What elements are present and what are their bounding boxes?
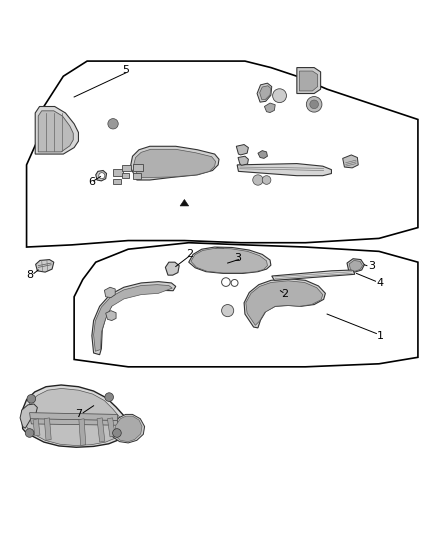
Circle shape: [272, 89, 286, 103]
Polygon shape: [106, 311, 116, 320]
Bar: [122, 173, 129, 178]
Polygon shape: [30, 413, 118, 421]
Circle shape: [231, 279, 238, 286]
Circle shape: [25, 429, 34, 437]
Polygon shape: [33, 419, 40, 436]
Text: 4: 4: [376, 278, 383, 288]
Polygon shape: [22, 385, 128, 447]
Polygon shape: [44, 418, 51, 440]
Bar: [122, 165, 131, 172]
Polygon shape: [35, 260, 54, 272]
Polygon shape: [79, 419, 86, 446]
Circle shape: [27, 394, 35, 403]
Bar: [133, 173, 141, 179]
Polygon shape: [272, 270, 355, 280]
Text: 2: 2: [186, 249, 193, 260]
Polygon shape: [38, 111, 73, 152]
Polygon shape: [212, 247, 226, 260]
Polygon shape: [246, 281, 323, 325]
Circle shape: [262, 176, 271, 184]
Polygon shape: [134, 149, 215, 177]
Text: 2: 2: [281, 289, 288, 299]
Polygon shape: [297, 68, 321, 93]
Polygon shape: [114, 416, 142, 442]
Polygon shape: [35, 107, 78, 154]
Polygon shape: [94, 285, 172, 351]
Polygon shape: [244, 279, 325, 328]
Polygon shape: [349, 261, 363, 271]
Bar: [133, 165, 143, 172]
Polygon shape: [104, 287, 115, 297]
Polygon shape: [237, 164, 332, 176]
Circle shape: [253, 175, 263, 185]
Polygon shape: [166, 262, 179, 275]
Polygon shape: [74, 243, 418, 367]
Text: 1: 1: [377, 330, 384, 341]
Polygon shape: [131, 146, 219, 180]
Text: 3: 3: [368, 261, 375, 271]
Polygon shape: [300, 71, 318, 91]
Bar: [113, 169, 123, 176]
Circle shape: [310, 100, 318, 109]
Text: 8: 8: [26, 270, 33, 280]
Polygon shape: [257, 83, 272, 102]
Polygon shape: [343, 155, 358, 168]
Text: 3: 3: [234, 253, 241, 263]
Text: 6: 6: [88, 177, 95, 187]
Circle shape: [222, 278, 230, 286]
Polygon shape: [347, 259, 364, 272]
Polygon shape: [27, 61, 418, 247]
Polygon shape: [236, 144, 248, 155]
Polygon shape: [265, 103, 275, 112]
Polygon shape: [107, 418, 115, 437]
Polygon shape: [258, 151, 268, 158]
Circle shape: [306, 96, 322, 112]
Polygon shape: [20, 404, 37, 428]
Polygon shape: [238, 156, 248, 165]
Polygon shape: [189, 247, 271, 273]
Polygon shape: [260, 86, 271, 100]
Circle shape: [108, 119, 118, 129]
Text: 5: 5: [123, 64, 130, 75]
Polygon shape: [112, 414, 145, 443]
Polygon shape: [273, 285, 288, 298]
Polygon shape: [180, 199, 189, 206]
Circle shape: [222, 304, 234, 317]
Polygon shape: [96, 171, 106, 181]
Circle shape: [105, 393, 113, 401]
Polygon shape: [191, 248, 268, 273]
Circle shape: [113, 429, 121, 437]
Polygon shape: [97, 418, 105, 442]
Text: 7: 7: [75, 409, 82, 419]
Circle shape: [99, 173, 105, 179]
Bar: [113, 179, 121, 184]
Polygon shape: [31, 419, 118, 425]
Polygon shape: [92, 281, 176, 355]
Polygon shape: [26, 389, 123, 446]
